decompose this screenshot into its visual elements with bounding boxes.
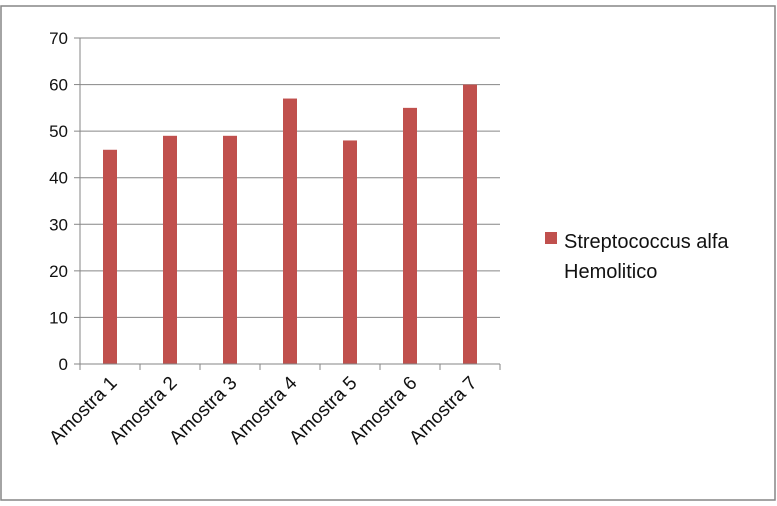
- legend-swatch: [545, 232, 557, 244]
- bar-5: [343, 140, 357, 364]
- bar-2: [163, 135, 177, 364]
- y-tick-label: 0: [59, 355, 68, 374]
- y-tick-labels: 0 10 20 30 40 50 60 70: [49, 29, 68, 374]
- bars: [103, 84, 477, 365]
- y-tick-label: 50: [49, 122, 68, 141]
- y-tick-label: 20: [49, 262, 68, 281]
- axes: [79, 38, 501, 370]
- y-tick-label: 60: [49, 76, 68, 95]
- y-tick-label: 30: [49, 215, 68, 234]
- bar-4: [283, 98, 297, 365]
- bar-1: [103, 149, 117, 364]
- legend-label-line-1: Streptococcus alfa: [564, 231, 729, 253]
- y-tick-label: 40: [49, 169, 68, 188]
- y-tick-label: 70: [49, 29, 68, 48]
- legend: Streptococcus alfa Hemolitico: [545, 231, 729, 283]
- bar-3: [223, 135, 237, 364]
- chart-border: [0, 5, 776, 501]
- y-tick-label: 10: [49, 308, 68, 327]
- legend-label-line-2: Hemolitico: [564, 261, 657, 283]
- bar-7: [463, 84, 477, 365]
- bar-6: [403, 107, 417, 364]
